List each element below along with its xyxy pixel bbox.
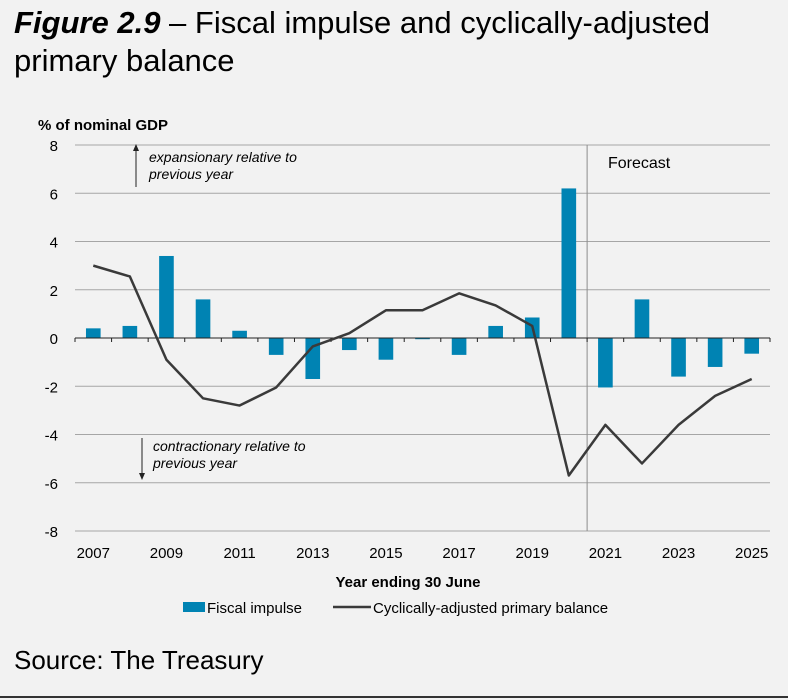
up-arrowhead-icon: [133, 144, 139, 151]
bar-2020: [561, 188, 577, 338]
x-tick-label: 2015: [369, 545, 402, 562]
x-tick-label: 2009: [150, 545, 183, 562]
bar-2008: [122, 325, 138, 338]
figure-title: Figure 2.9 – Fiscal impulse and cyclical…: [14, 4, 784, 80]
y-tick-label: -4: [45, 428, 58, 445]
x-tick-label: 2017: [442, 545, 475, 562]
bar-2024: [707, 338, 723, 367]
y-tick-label: 4: [50, 235, 58, 252]
y-tick-label: -2: [45, 379, 58, 396]
bar-2015: [378, 338, 394, 360]
x-tick-label: 2011: [223, 545, 255, 562]
bar-2021: [598, 338, 613, 388]
expansionary-note: expansionary relative to: [149, 149, 297, 165]
y-tick-label: 6: [50, 186, 58, 203]
chart: % of nominal GDP 8 6 4 2 0 -2 -4 -6 -8 Forecast 200…: [38, 117, 771, 617]
divider: [0, 696, 788, 698]
source-note: Source: The Treasury: [14, 645, 264, 675]
forecast-label: Forecast: [608, 155, 671, 172]
bar-2013: [305, 338, 321, 380]
x-tick-label: 2013: [296, 545, 329, 562]
y-tick-label: 8: [50, 138, 58, 155]
legend-fiscal-impulse: Fiscal impulse: [207, 600, 302, 617]
bar-2007: [85, 328, 101, 338]
bar-2025: [744, 338, 760, 354]
expansionary-note-2: previous year: [148, 166, 234, 182]
bar-2022: [634, 299, 650, 338]
bar-2014: [342, 338, 357, 351]
legend-balance: Cyclically-adjusted primary balance: [373, 600, 608, 617]
x-axis-title: Year ending 30 June: [335, 574, 480, 591]
y-tick-label: 0: [50, 331, 58, 348]
contractionary-note: contractionary relative to: [153, 438, 306, 454]
bar-2010: [195, 299, 211, 338]
down-arrowhead-icon: [139, 473, 145, 480]
contractionary-note-2: previous year: [152, 455, 238, 471]
legend-bar-swatch: [183, 602, 205, 612]
y-axis-title: % of nominal GDP: [38, 117, 168, 134]
bar-2011: [232, 330, 247, 338]
bar-2018: [488, 325, 503, 338]
y-tick-label: -8: [45, 524, 58, 541]
figure-title-text: – Fiscal impulse and cyclically-adjusted…: [14, 5, 711, 78]
bar-2017: [451, 338, 467, 355]
figure-number: Figure 2.9: [14, 5, 161, 40]
x-tick-label: 2019: [516, 545, 549, 562]
x-tick-label: 2021: [589, 545, 622, 562]
y-tick-label: -6: [45, 476, 58, 493]
bar-2012: [268, 338, 284, 355]
x-tick-label: 2007: [77, 545, 110, 562]
y-tick-label: 2: [50, 283, 58, 300]
bar-2023: [671, 338, 686, 377]
x-tick-label: 2023: [662, 545, 695, 562]
x-tick-label: 2025: [735, 545, 768, 562]
bar-2009: [159, 255, 174, 338]
bar-2016: [415, 338, 430, 340]
